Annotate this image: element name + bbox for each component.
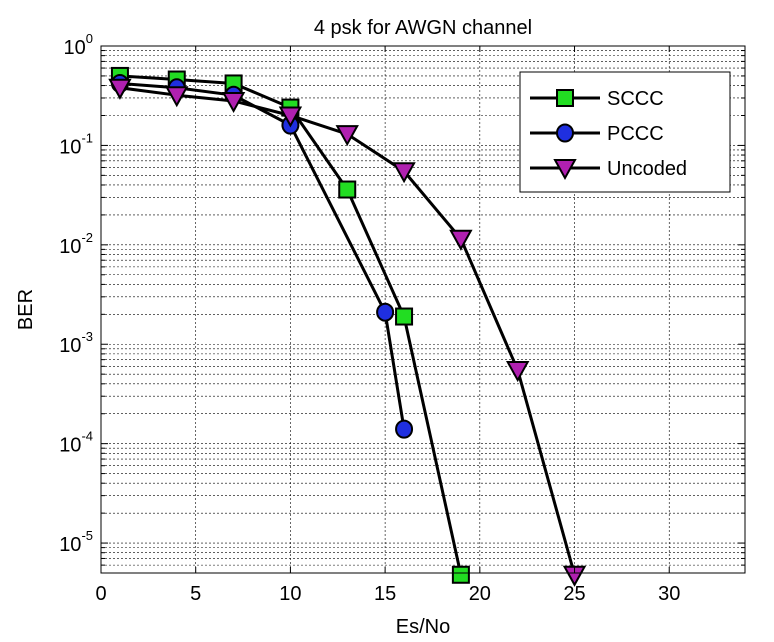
data-point-uncoded <box>562 565 587 587</box>
legend-marker-uncoded <box>553 159 577 181</box>
data-point-pccc <box>376 302 395 322</box>
y-tick-label: 10-4 <box>59 429 93 457</box>
x-axis-label: Es/No <box>396 616 450 638</box>
data-point-uncoded <box>278 106 303 128</box>
legend-label-uncoded: Uncoded <box>607 158 687 180</box>
x-tick-label: 25 <box>563 583 585 605</box>
y-tick-labels: 100 10-1 10-2 10-3 10-4 10-5 <box>59 31 93 556</box>
legend-marker-sccc <box>556 89 574 107</box>
x-tick-label: 0 <box>95 583 106 605</box>
legend-label-sccc: SCCC <box>607 88 664 110</box>
y-tick-label: 100 <box>64 31 93 59</box>
series-line-pccc <box>119 81 406 430</box>
legend: SCCC PCCC Uncoded <box>519 71 731 193</box>
x-tick-label: 10 <box>279 583 301 605</box>
series-markers <box>108 66 587 587</box>
data-point-uncoded <box>165 86 189 108</box>
data-point-sccc <box>395 307 414 326</box>
data-point-sccc <box>338 180 357 199</box>
legend-marker-pccc <box>556 123 574 143</box>
x-tick-labels: 0 5 10 15 20 25 30 <box>95 583 680 605</box>
chart-title: 4 psk for AWGN channel <box>314 17 532 39</box>
legend-label-pccc: PCCC <box>607 123 664 145</box>
data-point-uncoded <box>449 229 473 251</box>
data-point-uncoded <box>221 91 246 114</box>
data-point-uncoded <box>108 78 132 100</box>
series-lines <box>119 74 576 576</box>
data-point-sccc <box>451 565 470 584</box>
y-tick-label: 10-2 <box>59 230 93 258</box>
data-point-uncoded <box>335 125 359 147</box>
y-tick-label: 10-3 <box>59 329 93 357</box>
y-tick-label: 10-5 <box>59 528 93 556</box>
y-tick-label: 10-1 <box>59 130 93 158</box>
plot-frame <box>100 45 746 574</box>
data-point-pccc <box>395 419 414 439</box>
x-tick-label: 20 <box>469 583 491 605</box>
x-tick-label: 15 <box>374 583 396 605</box>
axis-ticks <box>100 46 745 574</box>
data-point-uncoded <box>392 162 416 184</box>
x-tick-label: 30 <box>658 583 680 605</box>
x-tick-label: 5 <box>190 583 201 605</box>
data-point-uncoded <box>506 361 530 383</box>
y-axis-label: BER <box>15 289 37 330</box>
